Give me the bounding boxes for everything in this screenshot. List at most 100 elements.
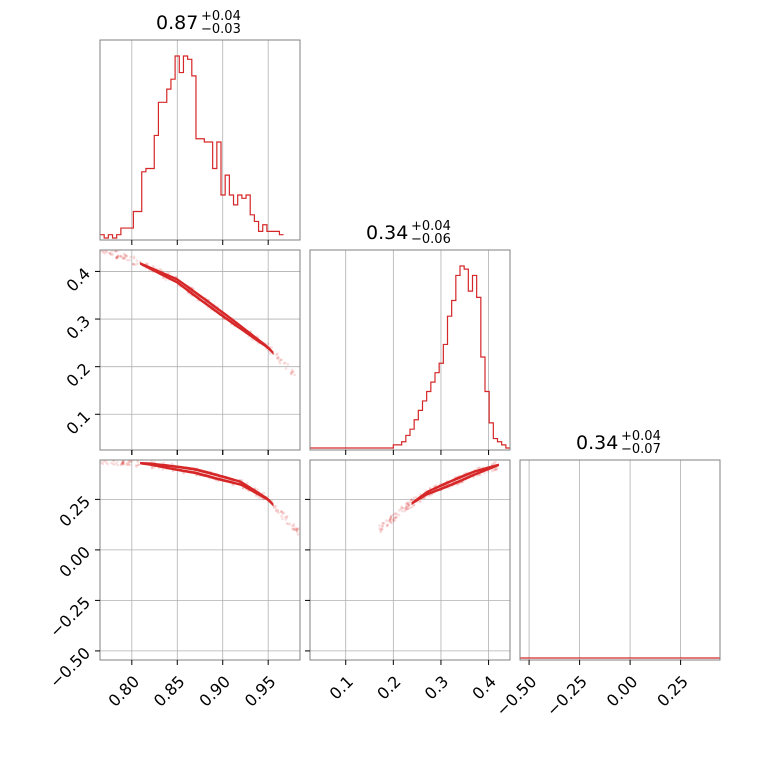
scatter-point [391, 513, 395, 517]
scatter-point [106, 462, 109, 466]
scatter-point [138, 260, 142, 263]
scatter-point [101, 250, 104, 254]
scatter-point [401, 506, 405, 510]
scatter-point [397, 513, 401, 517]
scatter-point [267, 342, 270, 346]
scatter-inner [100, 246, 296, 377]
scatter-point [393, 512, 397, 515]
scatter-point [137, 463, 141, 467]
scatter-point [289, 372, 293, 376]
scatter-point [404, 506, 408, 510]
scatter-point [115, 461, 119, 464]
scatter-point [120, 462, 123, 466]
title-median: 0.34 [576, 432, 618, 454]
scatter-point [382, 521, 386, 525]
scatter-point [136, 460, 140, 464]
scatter-point [125, 254, 128, 258]
scatter-point [389, 516, 393, 520]
scatter-point [288, 522, 291, 526]
scatter-point [486, 470, 490, 473]
title-plus: +0.04 [201, 9, 241, 24]
scatter-point [110, 461, 113, 465]
histogram-panel-1 [99, 39, 301, 241]
scatter-point [414, 495, 418, 499]
scatter-point [294, 526, 298, 530]
scatter-point [121, 460, 125, 464]
scatter-point [114, 250, 118, 253]
scatter-point [393, 516, 396, 520]
scatter-point [115, 255, 119, 259]
scatter-panel-1 [99, 246, 301, 451]
scatter-point [405, 508, 408, 512]
scatter-point [122, 252, 126, 256]
scatter-point [401, 509, 404, 513]
scatter-inner [99, 456, 300, 536]
scatter-point [419, 500, 422, 503]
scatter-point [125, 461, 129, 465]
scatter-point [146, 262, 150, 266]
scatter-point [495, 468, 498, 471]
scatter-point [121, 256, 124, 260]
x-tick-label: 0.90 [195, 672, 234, 711]
panel-frame [309, 459, 511, 661]
scatter-point [262, 491, 266, 495]
title-median: 0.34 [366, 222, 408, 244]
scatter-point [291, 524, 294, 528]
scatter-point [114, 250, 117, 253]
scatter-point [284, 518, 288, 521]
scatter-panel-2 [309, 459, 511, 661]
scatter-point [478, 473, 482, 477]
scatter-point [102, 250, 106, 254]
scatter-point [296, 533, 300, 536]
scatter-point [407, 506, 411, 510]
x-tick-label: 0.1 [326, 672, 357, 703]
panel-title-1: 0.87 +0.04−0.03 [156, 9, 241, 37]
scatter-point [108, 252, 112, 255]
scatter-point [477, 466, 481, 470]
scatter-point [168, 272, 171, 275]
scatter-point [161, 468, 165, 471]
scatter-point [282, 361, 286, 365]
scatter-point [490, 469, 494, 473]
scatter-point [476, 466, 480, 470]
scatter-point [115, 256, 118, 259]
scatter-point [392, 519, 396, 523]
scatter-point [100, 246, 103, 249]
scatter-point [406, 504, 409, 508]
scatter-point [279, 358, 283, 362]
panel-title-3: 0.34 +0.04−0.07 [576, 429, 661, 457]
scatter-point [297, 527, 300, 530]
scatter-point [135, 262, 139, 265]
scatter-point [114, 250, 118, 253]
scatter-point [406, 507, 410, 511]
scatter-point [100, 461, 103, 464]
histogram-panel-2 [309, 249, 511, 451]
scatter-point [282, 511, 286, 515]
scatter-point [170, 462, 174, 466]
scatter-point [125, 463, 128, 466]
scatter-point [123, 253, 127, 257]
scatter-point [407, 503, 411, 506]
scatter-point [121, 460, 125, 464]
scatter-point [101, 462, 105, 466]
scatter-point [386, 523, 389, 527]
scatter-point [99, 456, 102, 459]
scatter-point [404, 502, 408, 506]
scatter-point [410, 498, 413, 501]
scatter-point [292, 523, 296, 526]
scatter-point [120, 254, 123, 258]
scatter-point [129, 460, 132, 463]
scatter-point [407, 504, 410, 508]
scatter-point [111, 463, 115, 466]
scatter-point [152, 264, 155, 268]
scatter-point [292, 527, 295, 531]
scatter-point [123, 257, 126, 260]
scatter-point [128, 463, 132, 467]
scatter-point [121, 460, 125, 464]
title-plus: +0.04 [621, 429, 661, 444]
scatter-point [285, 516, 289, 519]
scatter-point [388, 518, 392, 521]
scatter-point [151, 466, 154, 470]
scatter-point [126, 463, 130, 467]
scatter-point [129, 255, 133, 259]
